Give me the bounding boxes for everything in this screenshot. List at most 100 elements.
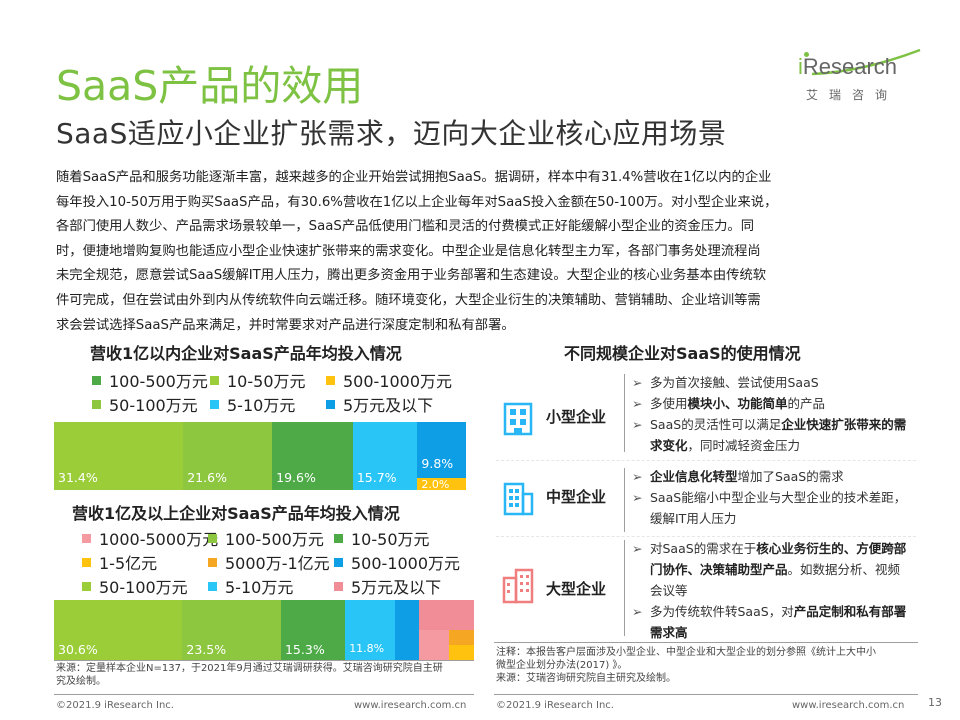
intro-line: 未完全规范，愿意尝试SaaS缓解IT用人压力，腾出更多资金用于业务部署和生态建设… xyxy=(56,268,767,284)
bullet-item: ➢ 多为传统软件转SaaS，对产品定制和私有部署需求高 xyxy=(632,601,912,643)
bar-segment xyxy=(280,600,346,660)
bullet-arrow-icon: ➢ xyxy=(632,375,643,390)
legend-item: 1-5亿元 xyxy=(82,550,157,574)
bar-data-label: 2.0% xyxy=(421,478,450,491)
legend-label: 50-100万元 xyxy=(109,396,198,415)
legend-swatch xyxy=(334,581,343,591)
bar-data-label: 23.5% xyxy=(186,642,227,657)
footer-copyright-left: ©2021.9 iResearch Inc. xyxy=(56,700,174,711)
bullet-arrow-icon: ➢ xyxy=(632,396,643,411)
bullet-item: ➢ 企业信息化转型增加了SaaS的需求 xyxy=(632,466,912,487)
legend-item: 50-100万元 xyxy=(82,574,188,598)
small-building-icon xyxy=(502,400,534,436)
right-note-line: 来源：艾瑞咨询研究院自主研究及绘制。 xyxy=(496,673,676,684)
size-label-small: 小型企业 xyxy=(546,408,607,426)
row-separator xyxy=(496,460,916,462)
legend-item: 5000万-1亿元 xyxy=(208,550,330,574)
legend-item: 5万元及以下 xyxy=(334,574,441,598)
bar-data-label: 9.8% xyxy=(421,456,454,471)
intro-line: 件可完成，但在尝试由外到内从传统软件向云端迁移。随环境变化，大型企业衍生的决策辅… xyxy=(56,292,761,308)
row-divider-large xyxy=(624,540,625,636)
legend-swatch xyxy=(92,375,101,385)
row-divider-medium xyxy=(624,468,625,532)
right-source-note: 注释：本报告客户层面涉及小型企业、中型企业和大型企业的划分参照《统计上大中小 微… xyxy=(496,646,916,685)
footer-url-right[interactable]: www.iresearch.com.cn xyxy=(792,700,905,711)
bar-segment xyxy=(417,422,466,479)
bullet-arrow-icon: ➢ xyxy=(632,469,643,484)
intro-line: 每年投入10-50万用于购买SaaS产品，有30.6%营收在1亿以上企业每年对S… xyxy=(56,194,778,210)
legend-item: 500-1000万元 xyxy=(334,550,460,574)
logo-cn-text: 艾瑞咨询 xyxy=(806,88,899,102)
intro-line: 求会尝试选择SaaS产品来满足，并时常要求对产品进行深度定制和私有部署。 xyxy=(56,317,515,333)
logo-dot-icon xyxy=(804,52,809,57)
footer-divider-left xyxy=(54,694,474,695)
intro-line: 时，便捷地增购复购也能适应小型企业快速扩张带来的需求变化。中型企业是信息化转型主… xyxy=(56,243,761,259)
bar-segment xyxy=(449,645,474,660)
legend-label: 5-10万元 xyxy=(225,578,294,597)
right-note-line: 微型企业划分办法(2017) 》。 xyxy=(496,660,628,671)
logo-wordmark: iResearch xyxy=(798,54,898,79)
footer-divider-right xyxy=(494,694,918,695)
legend-swatch xyxy=(208,557,217,567)
intro-line: 随着SaaS产品和服务功能逐渐丰富，越来越多的企业开始尝试拥抱SaaS。据调研，… xyxy=(56,170,772,185)
intro-line: 各部门使用人数少、产品需求场景较单一，SaaS产品低使用门槛和灵活的付费模式正好… xyxy=(56,219,755,235)
bar-data-label: 15.7% xyxy=(356,470,397,485)
bar-segment xyxy=(449,630,474,645)
legend-item: 100-500万元 xyxy=(208,526,324,550)
bar-segment xyxy=(394,600,420,660)
bar-data-label: 19.6% xyxy=(276,470,316,485)
bar-segment xyxy=(419,600,474,630)
legend-swatch xyxy=(82,533,91,543)
bullet-arrow-icon: ➢ xyxy=(632,490,643,505)
legend-label: 5000万-1亿元 xyxy=(225,554,330,573)
footer-url-left[interactable]: www.iresearch.com.cn xyxy=(354,700,467,711)
left-note-line: 究及绘制。 xyxy=(56,676,106,687)
bullet-item: ➢ 对SaaS的需求在于核心业务衍生的、方便跨部门协作、决策辅助型产品。如数据分析… xyxy=(632,538,912,601)
medium-enterprise-bullets: ➢ 企业信息化转型增加了SaaS的需求 ➢ SaaS能缩小中型企业与大型企业的技术差… xyxy=(632,466,912,529)
legend-label: 1000-5000万元 xyxy=(99,530,219,549)
bar-segment xyxy=(419,630,450,660)
bar-segment xyxy=(417,478,466,490)
right-panel-title: 不同规模企业对SaaS的使用情况 xyxy=(564,344,801,363)
row-divider-small xyxy=(624,374,625,452)
legend-label: 100-500万元 xyxy=(109,372,208,391)
legend-item: 500-1000万元 xyxy=(326,368,452,392)
bar-data-label: 11.8% xyxy=(349,642,385,655)
size-label-large: 大型企业 xyxy=(546,580,607,598)
large-enterprise-bullets: ➢ 对SaaS的需求在于核心业务衍生的、方便跨部门协作、决策辅助型产品。如数据分析… xyxy=(632,538,912,643)
intro-paragraph: 随着SaaS产品和服务功能逐渐丰富，越来越多的企业开始尝试拥抱SaaS。据调研，… xyxy=(56,166,916,338)
bullet-arrow-icon: ➢ xyxy=(632,604,643,619)
page-title: SaaS产品的效用 xyxy=(56,62,364,110)
logo-swoosh-icon xyxy=(812,48,921,76)
bar-segment xyxy=(182,600,282,660)
page-number: 13 xyxy=(928,696,942,709)
bar-segment xyxy=(54,600,183,660)
legend-label: 5-10万元 xyxy=(227,396,296,415)
legend-label: 5万元及以下 xyxy=(351,578,442,597)
medium-building-icon xyxy=(502,480,534,516)
right-note-divider xyxy=(494,642,918,643)
small-enterprise-bullets: ➢ 多为首次接触、尝试使用SaaS ➢ 多使用模块小、功能简单的产品 ➢ SaaS的灵… xyxy=(632,372,912,456)
legend-item: 5-10万元 xyxy=(208,574,293,598)
legend-swatch xyxy=(326,399,335,409)
legend-swatch xyxy=(326,375,335,385)
legend-label: 100-500万元 xyxy=(225,530,324,549)
bar-data-label: 21.6% xyxy=(187,470,227,485)
row-separator xyxy=(496,536,916,538)
chart2-title: 营收1亿及以上企业对SaaS产品年均投入情况 xyxy=(72,504,400,523)
left-source-note: 来源：定量样本企业N=137，于2021年9月通过艾瑞调研获得。艾瑞咨询研究院自… xyxy=(56,662,476,688)
legend-label: 5万元及以下 xyxy=(343,396,434,415)
size-label-medium: 中型企业 xyxy=(546,488,607,506)
bullet-item: ➢ 多使用模块小、功能简单的产品 xyxy=(632,393,912,414)
bar-segment xyxy=(54,422,184,490)
bar-segment xyxy=(272,422,354,490)
legend-label: 10-50万元 xyxy=(227,372,306,391)
legend-item: 10-50万元 xyxy=(210,368,306,392)
legend-item: 5-10万元 xyxy=(210,392,295,416)
legend-label: 10-50万元 xyxy=(351,530,430,549)
bullet-item: ➢ SaaS的灵活性可以满足企业快速扩张带来的需求变化，同时减轻资金压力 xyxy=(632,414,912,456)
legend-label: 500-1000万元 xyxy=(343,372,453,391)
bullet-item: ➢ SaaS能缩小中型企业与大型企业的技术差距，缓解IT用人压力 xyxy=(632,487,912,529)
legend-label: 50-100万元 xyxy=(99,578,188,597)
bar-segment xyxy=(183,422,273,490)
